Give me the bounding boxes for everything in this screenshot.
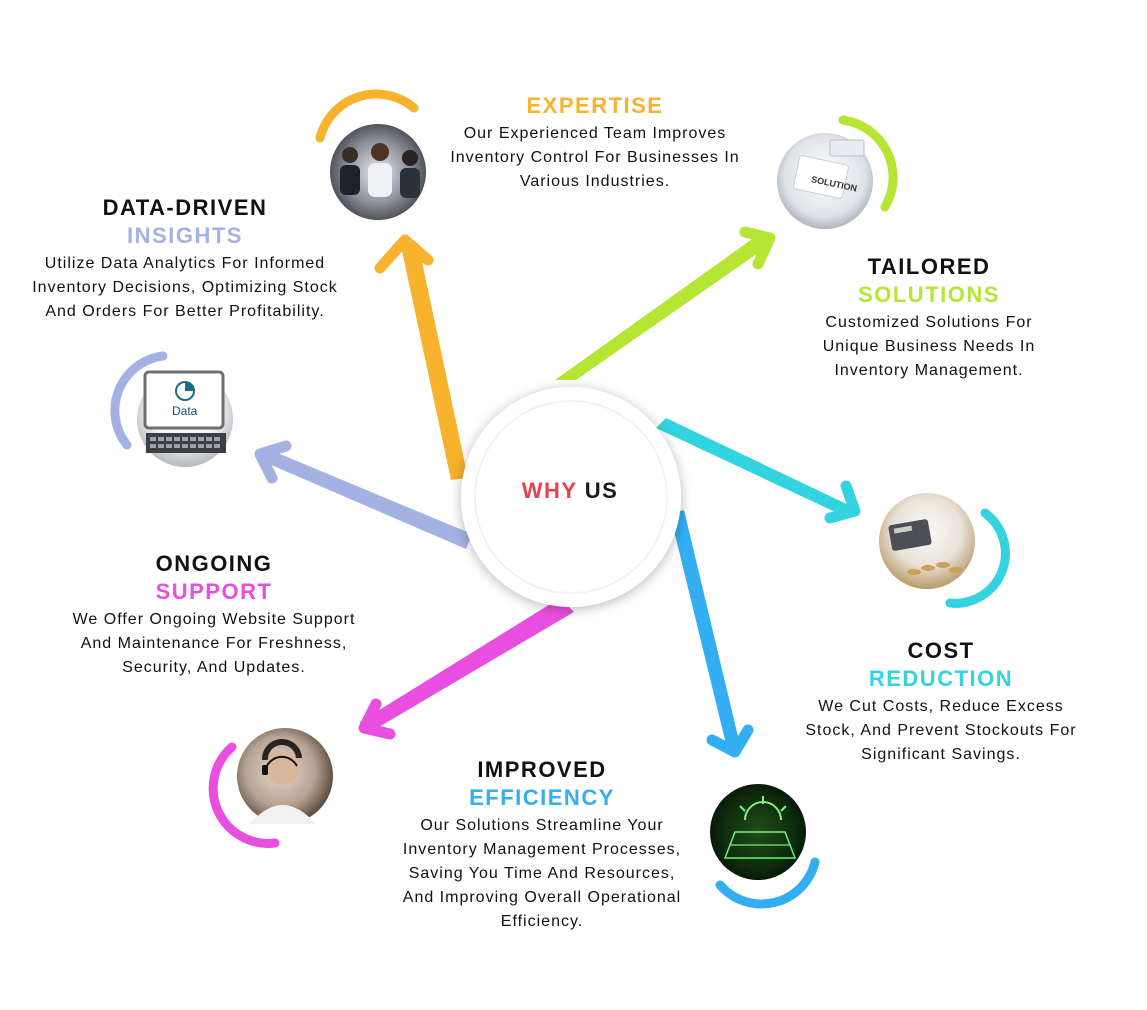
center-label: WHY US [470,478,670,504]
block-support-desc: We Offer Ongoing Website Support And Mai… [72,611,356,676]
center-label-why: WHY [521,478,578,503]
block-efficiency: IMPROVED EFFICIENCY Our Solutions Stream… [392,756,692,934]
block-insights-title-line1: DATA-DRIVEN [102,195,268,220]
block-tailored-title-line2: SOLUTIONS [858,282,1000,307]
laptop-screen-text: Data [172,404,198,418]
arrow-insights [254,440,472,549]
laptop-data-photo-icon: Data [137,370,233,467]
arc-insights [110,351,168,450]
arrow-efficiency [670,510,754,758]
arc-efficiency [715,857,820,909]
block-efficiency-title-line2: EFFICIENCY [469,785,615,810]
arc-cost [945,508,1010,608]
block-cost-desc: We Cut Costs, Reduce Excess Stock, And P… [805,698,1077,763]
block-expertise-desc: Our Experienced Team Improves Inventory … [450,125,740,190]
block-efficiency-desc: Our Solutions Streamline Your Inventory … [402,817,682,930]
arrow-cost [656,418,861,524]
arc-expertise [315,89,419,143]
block-insights: DATA-DRIVEN INSIGHTS Utilize Data Analyt… [30,194,340,324]
arrow-support [358,598,574,740]
arrow-expertise [374,234,468,480]
block-cost-title-line1: COST [907,638,975,663]
block-efficiency-title-line1: IMPROVED [477,757,607,782]
block-cost-title-line2: REDUCTION [868,666,1014,691]
block-expertise: EXPERTISE Our Experienced Team Improves … [435,92,755,194]
arc-support [208,742,280,848]
arrow-tailored [555,226,776,380]
solution-document-photo-icon: SOLUTION [777,133,873,229]
center-circle [461,387,681,607]
block-tailored: TAILORED SOLUTIONS Customized Solutions … [800,253,1058,383]
block-expertise-title: EXPERTISE [526,93,664,118]
center-label-us: US [584,478,619,503]
block-cost: COST REDUCTION We Cut Costs, Reduce Exce… [800,637,1082,767]
block-insights-desc: Utilize Data Analytics For Informed Inve… [32,255,338,320]
arc-tailored [838,115,898,212]
calculator-coins-photo-icon [879,493,975,589]
block-insights-title-line2: INSIGHTS [127,223,243,248]
solar-panel-photo-icon [710,784,806,880]
block-support-title-line2: SUPPORT [155,579,273,604]
support-agent-headset-photo-icon [237,728,333,824]
block-support: ONGOING SUPPORT We Offer Ongoing Website… [72,550,356,680]
block-support-title-line1: ONGOING [155,551,273,576]
business-team-photo-icon [330,124,426,220]
block-tailored-title-line1: TAILORED [867,254,991,279]
block-tailored-desc: Customized Solutions For Unique Business… [822,314,1036,379]
